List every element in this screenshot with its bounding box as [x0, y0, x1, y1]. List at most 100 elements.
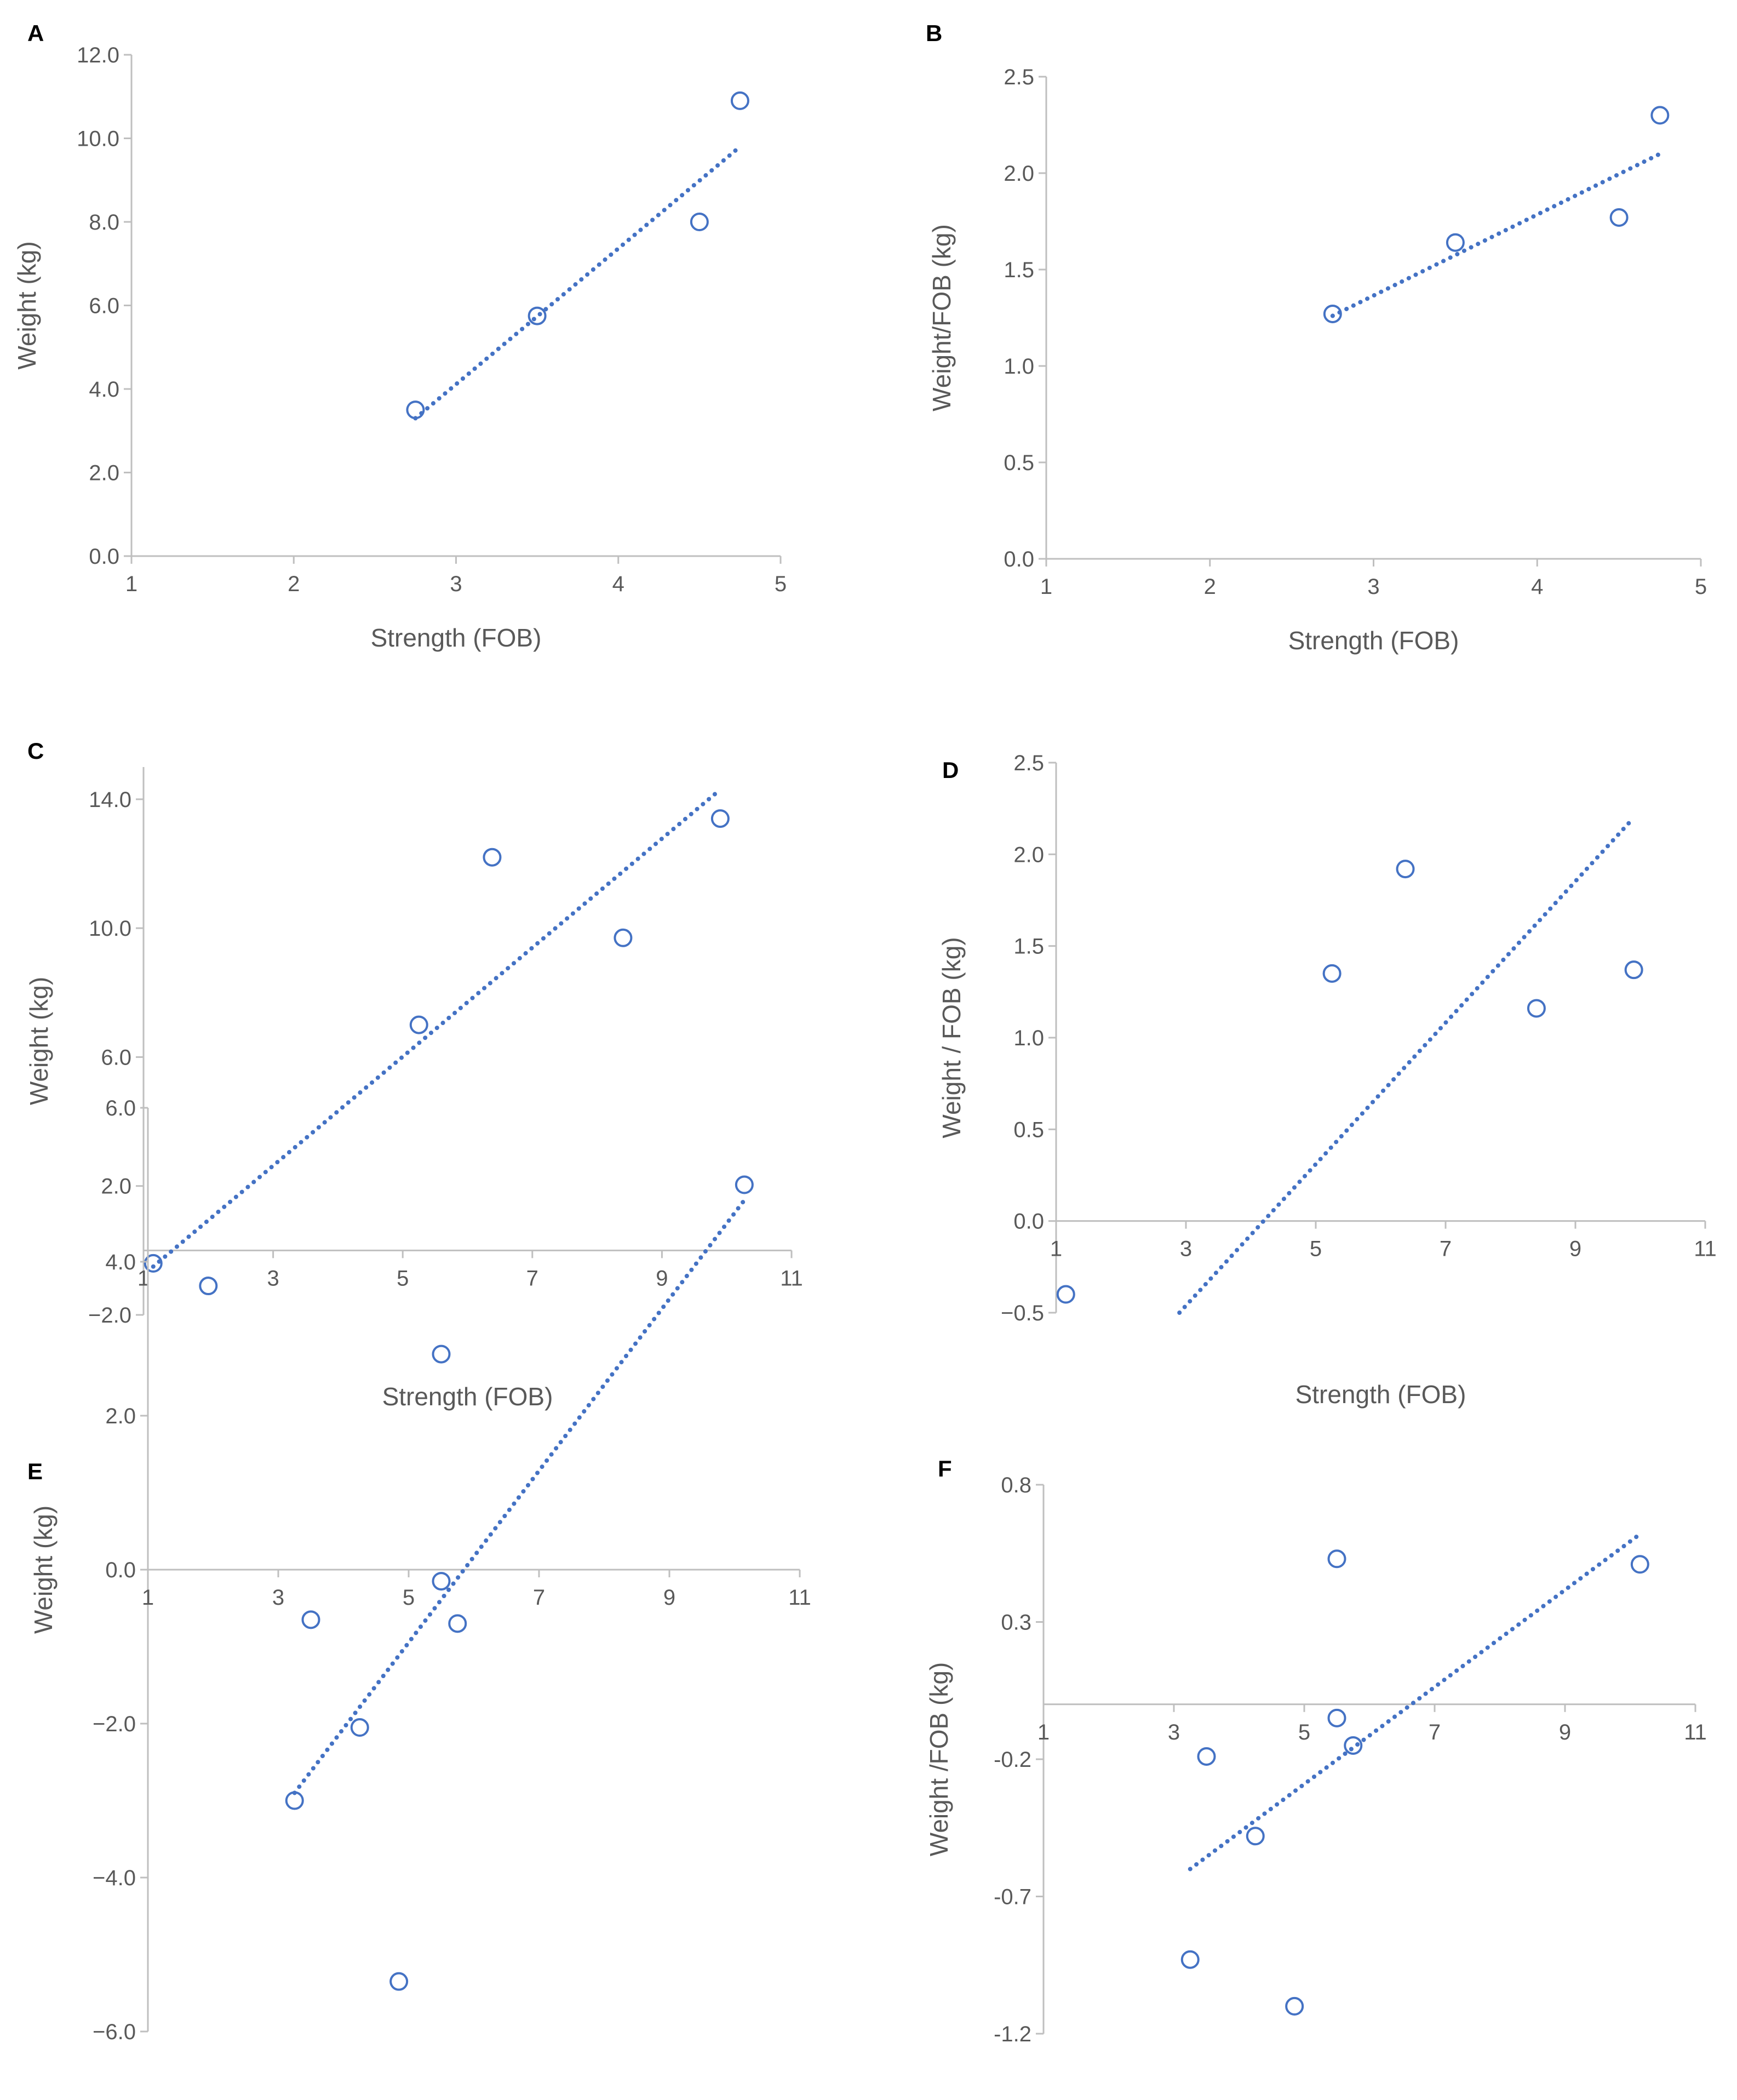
y-tick-label: 2.0: [101, 1175, 131, 1199]
y-tick-label: −2.0: [93, 1712, 136, 1736]
data-point: [406, 400, 425, 420]
data-point: [144, 1254, 163, 1273]
data-point: [350, 1718, 369, 1737]
data-point: [528, 306, 547, 325]
y-tick-label: 8.0: [89, 210, 119, 234]
y-axis-title: Weight (kg): [13, 241, 41, 369]
x-tick-label: 9: [1569, 1237, 1581, 1261]
data-point: [1650, 106, 1670, 125]
y-tick-label: 2.0: [1013, 843, 1044, 867]
y-tick-label: 0.3: [1001, 1611, 1031, 1635]
trendline: [1330, 151, 1663, 318]
x-tick-label: 7: [533, 1586, 545, 1610]
y-tick-label: 0.5: [1013, 1118, 1044, 1142]
data-point: [1609, 208, 1629, 227]
y-tick-label: 2.5: [1004, 65, 1034, 89]
panel-letter: C: [27, 738, 44, 764]
y-tick-label: 4.0: [105, 1250, 136, 1274]
chart-panel-a: A 0.0 2.0 4.0 6.0 8.0 10.0 12.0 1 2 3 4 5 Strength (F…: [13, 20, 787, 652]
x-tick-label: 5: [397, 1266, 409, 1290]
trendline: [1188, 1532, 1642, 1872]
x-tick-label: 3: [272, 1586, 284, 1610]
data-point: [1327, 1708, 1346, 1727]
x-tick-label: 5: [1298, 1720, 1310, 1744]
y-tick-label: −4.0: [93, 1866, 136, 1890]
y-tick-label: 1.5: [1004, 258, 1034, 282]
data-point: [1323, 304, 1342, 323]
x-tick-label: 9: [656, 1266, 668, 1290]
y-axis-title: Weight/FOB (kg): [927, 224, 956, 411]
trendline: [1177, 815, 1636, 1315]
chart-panel-d: D −0.5 0.0 0.5 1.0 1.5 2.0 2.5 1 3 5 7 9 11 Strength (…: [937, 751, 1717, 1409]
x-tick-label: 3: [1168, 1720, 1180, 1744]
x-axis-title: Strength (FOB): [371, 623, 542, 652]
x-tick-label: 7: [1440, 1237, 1452, 1261]
data-point: [1344, 1736, 1363, 1755]
y-axis-title: Weight (kg): [29, 1506, 58, 1634]
data-point: [432, 1344, 451, 1364]
y-axis-title: Weight / FOB (kg): [937, 937, 966, 1138]
y-tick-label: 0.5: [1004, 451, 1034, 475]
data-point: [432, 1572, 451, 1591]
x-tick-label: 1: [1037, 1720, 1050, 1744]
data-point: [1285, 1996, 1304, 2016]
panel-letter: E: [27, 1458, 43, 1484]
y-tick-label: -0.7: [994, 1885, 1031, 1909]
panel-letter: B: [926, 20, 942, 46]
data-point: [448, 1614, 467, 1633]
x-tick-label: 1: [125, 572, 137, 596]
x-tick-label: 1: [142, 1586, 154, 1610]
y-tick-label: 0.8: [1001, 1473, 1031, 1497]
x-tick-label: 7: [526, 1266, 538, 1290]
data-point: [301, 1610, 320, 1629]
data-point: [1056, 1285, 1075, 1304]
y-tick-label: −0.5: [1001, 1301, 1044, 1325]
data-point: [1624, 960, 1643, 980]
data-point: [199, 1277, 218, 1296]
x-axis-title: Strength FOB): [393, 2099, 555, 2100]
panel-letter: D: [942, 757, 959, 783]
y-tick-label: 14.0: [89, 788, 131, 812]
x-axis-title: Strength (FOB): [382, 1382, 553, 1411]
trendline: [413, 144, 742, 421]
x-tick-label: 1: [137, 1266, 150, 1290]
y-tick-label: 4.0: [89, 377, 119, 402]
x-tick-label: 4: [1531, 575, 1543, 599]
y-tick-label: 1.0: [1013, 1026, 1044, 1050]
x-tick-label: 5: [1695, 575, 1707, 599]
trendline: [151, 787, 723, 1269]
data-point: [1630, 1555, 1649, 1574]
chart-panel-f: F-1.2-0.7-0.20.30.81357911Strength (FOB)…: [925, 1456, 1707, 2046]
x-tick-label: 9: [663, 1586, 675, 1610]
y-tick-label: 2.5: [1013, 751, 1044, 775]
data-point: [730, 91, 749, 110]
y-tick-label: 10.0: [89, 917, 131, 941]
y-tick-label: 0.0: [1013, 1210, 1044, 1234]
x-tick-label: 3: [450, 572, 462, 596]
x-tick-label: 11: [780, 1266, 803, 1290]
y-tick-label: -1.2: [994, 2022, 1031, 2046]
data-point: [389, 1972, 409, 1991]
y-axis-title: Weight (kg): [25, 977, 53, 1105]
data-point: [1246, 1827, 1265, 1846]
data-point: [1396, 860, 1415, 879]
x-tick-label: 5: [775, 572, 787, 596]
data-point: [409, 1015, 428, 1034]
data-point: [1197, 1747, 1216, 1766]
y-tick-label: 1.0: [1004, 354, 1034, 379]
y-tick-label: 2.0: [105, 1404, 136, 1428]
y-tick-label: 10.0: [77, 127, 119, 151]
y-tick-label: -0.2: [994, 1748, 1031, 1772]
chart-panel-c: C −2.0 2.0 6.0 10.0 14.0 1 3 5 7 9 11 Strength (FOB)…: [25, 738, 803, 1411]
x-tick-label: 5: [1310, 1237, 1322, 1261]
x-axis-title: Strength (FOB): [1295, 1380, 1466, 1409]
x-axis-title: Strength (FOB): [1288, 626, 1459, 655]
x-tick-label: 2: [1204, 575, 1216, 599]
x-tick-label: 7: [1429, 1720, 1441, 1744]
chart-panel-b: B 0.0 0.5 1.0 1.5 2.0 2.5 1 2 3 4 5 Strength (FOB) We…: [926, 20, 1707, 655]
y-tick-label: 6.0: [89, 294, 119, 318]
y-tick-label: 6.0: [105, 1096, 136, 1120]
data-point: [1446, 233, 1465, 252]
x-tick-label: 3: [1180, 1237, 1192, 1261]
y-tick-label: 1.5: [1013, 935, 1044, 959]
